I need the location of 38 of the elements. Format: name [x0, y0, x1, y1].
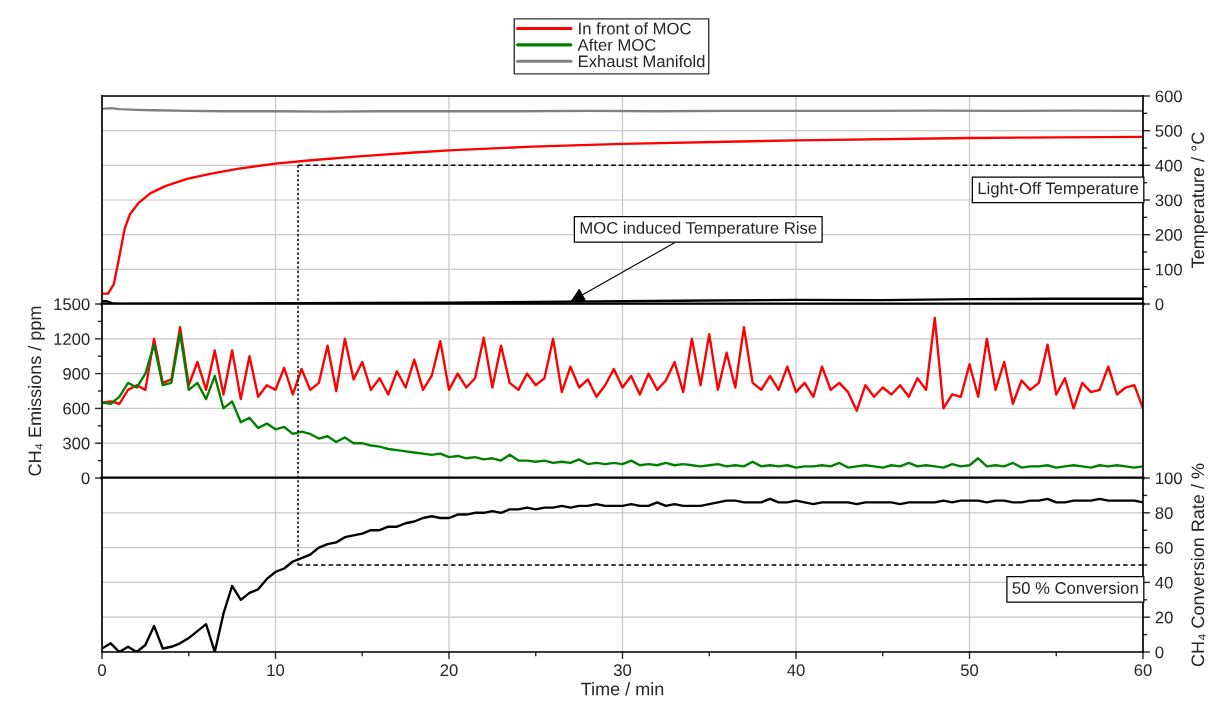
legend-label: In front of MOC [579, 22, 691, 35]
x-axis-title: Time / min [581, 682, 664, 696]
y-tick-label: 1200 [54, 333, 90, 345]
y-tick-label: 600 [1155, 90, 1182, 103]
line-series [102, 331, 1143, 469]
y-tick-label: 300 [1155, 194, 1182, 207]
legend-label: Exhaust Manifold [578, 55, 705, 68]
y-tick-label: 100 [1156, 263, 1182, 276]
line-series [102, 316, 1143, 412]
y-tick-label: 900 [63, 368, 90, 380]
x-tick-label: 50 [960, 664, 979, 677]
y-tick-label: 40 [1155, 576, 1173, 589]
y-tick-label: 100 [1156, 472, 1182, 485]
y-tick-label: 500 [1155, 125, 1182, 137]
y-tick-label: 400 [1155, 159, 1182, 172]
y-axis-title: CH₄ Emissions / ppm [27, 306, 45, 476]
x-tick-label: 20 [440, 664, 458, 677]
ref-line-label: Light-Off Temperature [978, 182, 1139, 198]
x-tick-label: 10 [267, 664, 285, 677]
x-tick-label: 0 [98, 664, 106, 677]
y-tick-label: 600 [63, 402, 90, 415]
y-axis-title: CH₄ Conversion Rate / % [1190, 463, 1206, 667]
y-tick-label: 20 [1155, 611, 1173, 624]
x-tick-label: 30 [613, 664, 632, 677]
y-tick-label: 60 [1155, 542, 1173, 554]
y-tick-label: 1500 [54, 298, 90, 311]
y-axis-title: Temperature / °C [1190, 132, 1208, 268]
legend-label: After MOC [577, 38, 656, 51]
y-tick-label: 0 [81, 472, 90, 485]
x-tick-label: 60 [1134, 664, 1152, 677]
annotation: MOC induced Temperature Rise [580, 221, 817, 238]
y-tick-label: 0 [1155, 298, 1164, 311]
y-tick-label: 300 [63, 437, 90, 450]
y-tick-label: 80 [1155, 507, 1173, 519]
ref-line-label: 50 % Conversion [1012, 581, 1138, 594]
x-tick-label: 40 [787, 664, 805, 677]
y-tick-label: 200 [1155, 229, 1182, 241]
y-tick-label: 0 [1155, 646, 1164, 659]
